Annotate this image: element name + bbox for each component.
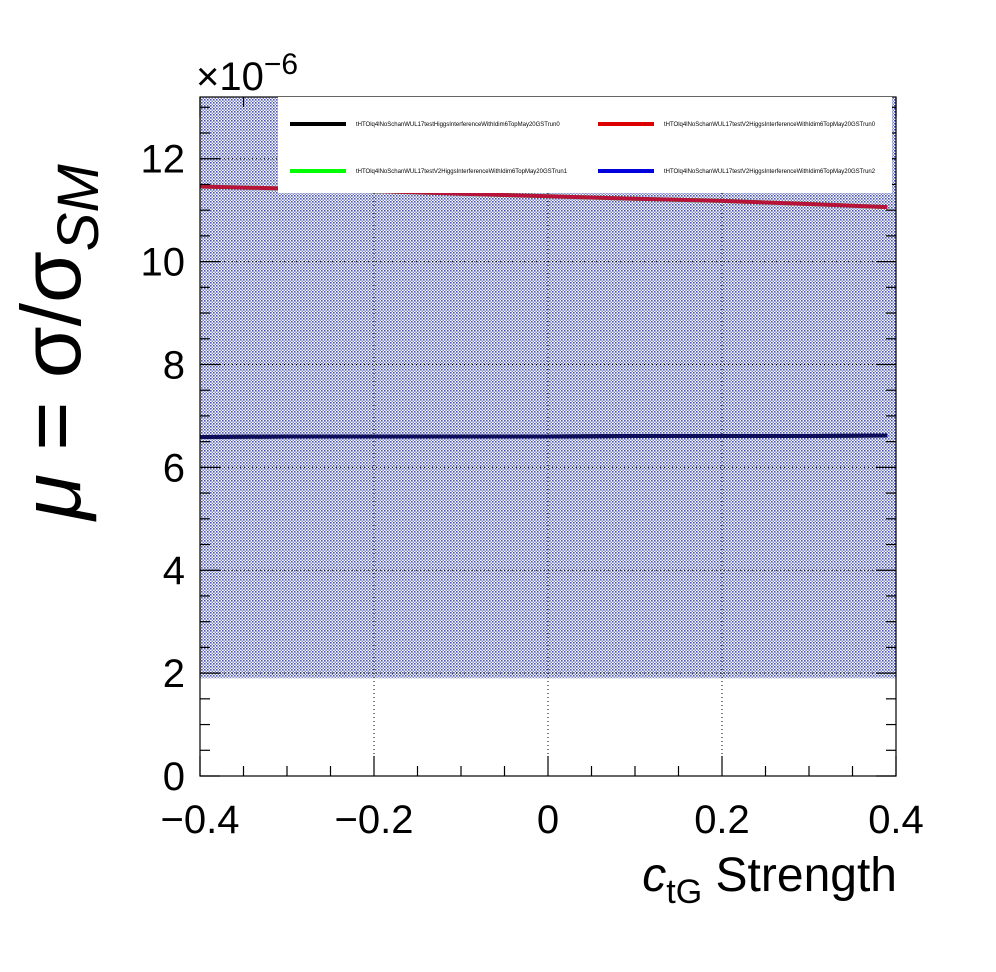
- x-tick-label: −0.4: [161, 798, 240, 842]
- y-tick-label: 2: [163, 652, 185, 696]
- y-tick-label: 12: [141, 138, 186, 182]
- legend-label: tHTOlq4lNoSchanWUL17testV2HiggsInterfere…: [664, 122, 876, 128]
- legend-box: [278, 97, 892, 193]
- legend-label: tHTOlq4lNoSchanWUL17testHiggsInterferenc…: [356, 122, 560, 128]
- y-tick-label: 0: [163, 755, 185, 799]
- legend-label: tHTOlq4lNoSchanWUL17testV2HiggsInterfere…: [664, 169, 876, 175]
- legend: tHTOlq4lNoSchanWUL17testHiggsInterferenc…: [278, 97, 892, 193]
- x-tick-label: −0.2: [335, 798, 414, 842]
- y-tick-label: 10: [141, 241, 186, 285]
- y-axis-title: μ = σ/σSM: [4, 164, 111, 522]
- series-line-4: [199, 433, 888, 439]
- x-tick-label: 0.4: [868, 798, 924, 842]
- x-tick-label: 0: [537, 798, 559, 842]
- x-axis-title: ctG Strength: [642, 849, 897, 911]
- x-tick-label: 0.2: [694, 798, 750, 842]
- y-tick-labels: 0 2 4 6 8 10 12: [141, 138, 186, 799]
- exponent-label: ×10−6: [196, 48, 298, 99]
- legend-label: tHTOlq4lNoSchanWUL17testV2HiggsInterfere…: [356, 169, 568, 175]
- y-tick-label: 4: [163, 549, 185, 593]
- y-tick-label: 8: [163, 343, 185, 387]
- x-tick-labels: −0.4 −0.2 0 0.2 0.4: [161, 798, 924, 842]
- y-tick-label: 6: [163, 446, 185, 490]
